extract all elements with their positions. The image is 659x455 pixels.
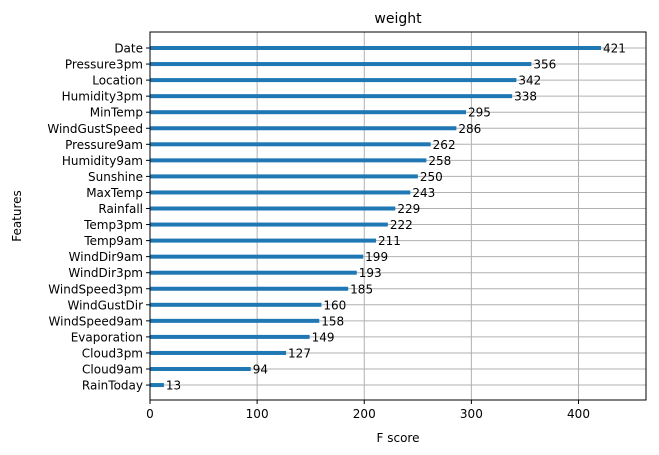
y-tick-label: Sunshine [88,170,143,184]
bar [150,350,287,355]
bar-value-label: 243 [412,186,435,200]
bar-value-label: 149 [312,330,335,344]
bar [150,318,320,323]
y-axis-label: Features [10,190,24,242]
bar [150,94,513,99]
y-tick-label: WindDir3pm [68,266,143,280]
x-axis-ticks: 0 100 200 300 400 [146,400,590,421]
bar-value-label: 158 [321,314,344,328]
bar [150,222,388,227]
bar [150,110,467,115]
x-tick-label: 100 [246,407,269,421]
bar-value-label: 222 [390,218,413,232]
y-tick-label: Humidity9am [62,154,143,168]
bar-value-label: 13 [166,379,181,393]
y-tick-label: Cloud9am [82,363,143,377]
bar [150,302,322,307]
bar-value-label: 160 [323,298,346,312]
y-tick-label: Pressure9am [65,138,143,152]
y-tick-label: WindGustDir [67,298,143,312]
bar [150,142,431,147]
bar [150,254,364,259]
bar-value-label: 229 [397,202,420,216]
y-tick-label: Rainfall [98,202,143,216]
bar-value-label: 185 [350,282,373,296]
x-axis-label: F score [377,431,420,445]
bar [150,270,357,275]
y-tick-label: RainToday [82,379,143,393]
y-axis-ticks: Date Pressure3pm Location Humidity3pm MinTem… [47,42,150,393]
bar [150,174,418,179]
y-tick-label: WindDir9am [69,250,143,264]
bar-value-label: 250 [420,170,443,184]
bar-value-label: 421 [603,42,626,56]
y-tick-label: WindSpeed3pm [48,282,143,296]
bar-value-label: 338 [514,90,537,104]
bar [150,334,310,339]
bar-value-label: 286 [458,122,481,136]
bar-value-label: 94 [253,363,268,377]
bars [150,46,602,388]
y-tick-label: MinTemp [90,106,143,120]
bar-value-label: 127 [288,346,311,360]
y-tick-label: Evaporation [71,330,143,344]
bar-value-label: 262 [433,138,456,152]
y-tick-label: WindSpeed9am [49,314,143,328]
bar [150,367,251,371]
chart-title: weight [374,11,422,27]
bar [150,78,517,83]
x-tick-label: 200 [353,407,376,421]
bar [150,383,164,388]
bar-value-label: 199 [365,250,388,264]
y-tick-label: WindGustSpeed [47,122,143,136]
bar-value-label: 258 [428,154,451,168]
bar [150,46,602,50]
y-tick-label: MaxTemp [86,186,143,200]
x-tick-label: 400 [567,407,590,421]
bar-value-label: 342 [518,74,541,88]
x-tick-label: 300 [460,407,483,421]
y-tick-label: Temp9am [83,234,143,248]
grid-lines [149,32,646,400]
y-tick-label: Temp3pm [83,218,143,232]
y-tick-label: Pressure3pm [65,58,143,72]
x-tick-label: 0 [146,407,154,421]
bar-value-label: 356 [533,58,556,72]
bar [150,238,377,243]
bar [150,190,411,195]
y-tick-label: Humidity3pm [62,90,143,104]
y-tick-label: Date [114,42,143,56]
bar-value-label: 295 [468,106,491,120]
y-tick-label: Location [92,74,143,88]
bar-value-label: 211 [378,234,401,248]
bar [150,286,349,291]
y-tick-label: Cloud3pm [82,346,143,360]
bar [150,62,532,67]
bar [150,158,427,163]
bar-value-label: 193 [359,266,382,280]
plot-frame [149,31,647,401]
bar [150,126,457,131]
bar [150,206,396,211]
